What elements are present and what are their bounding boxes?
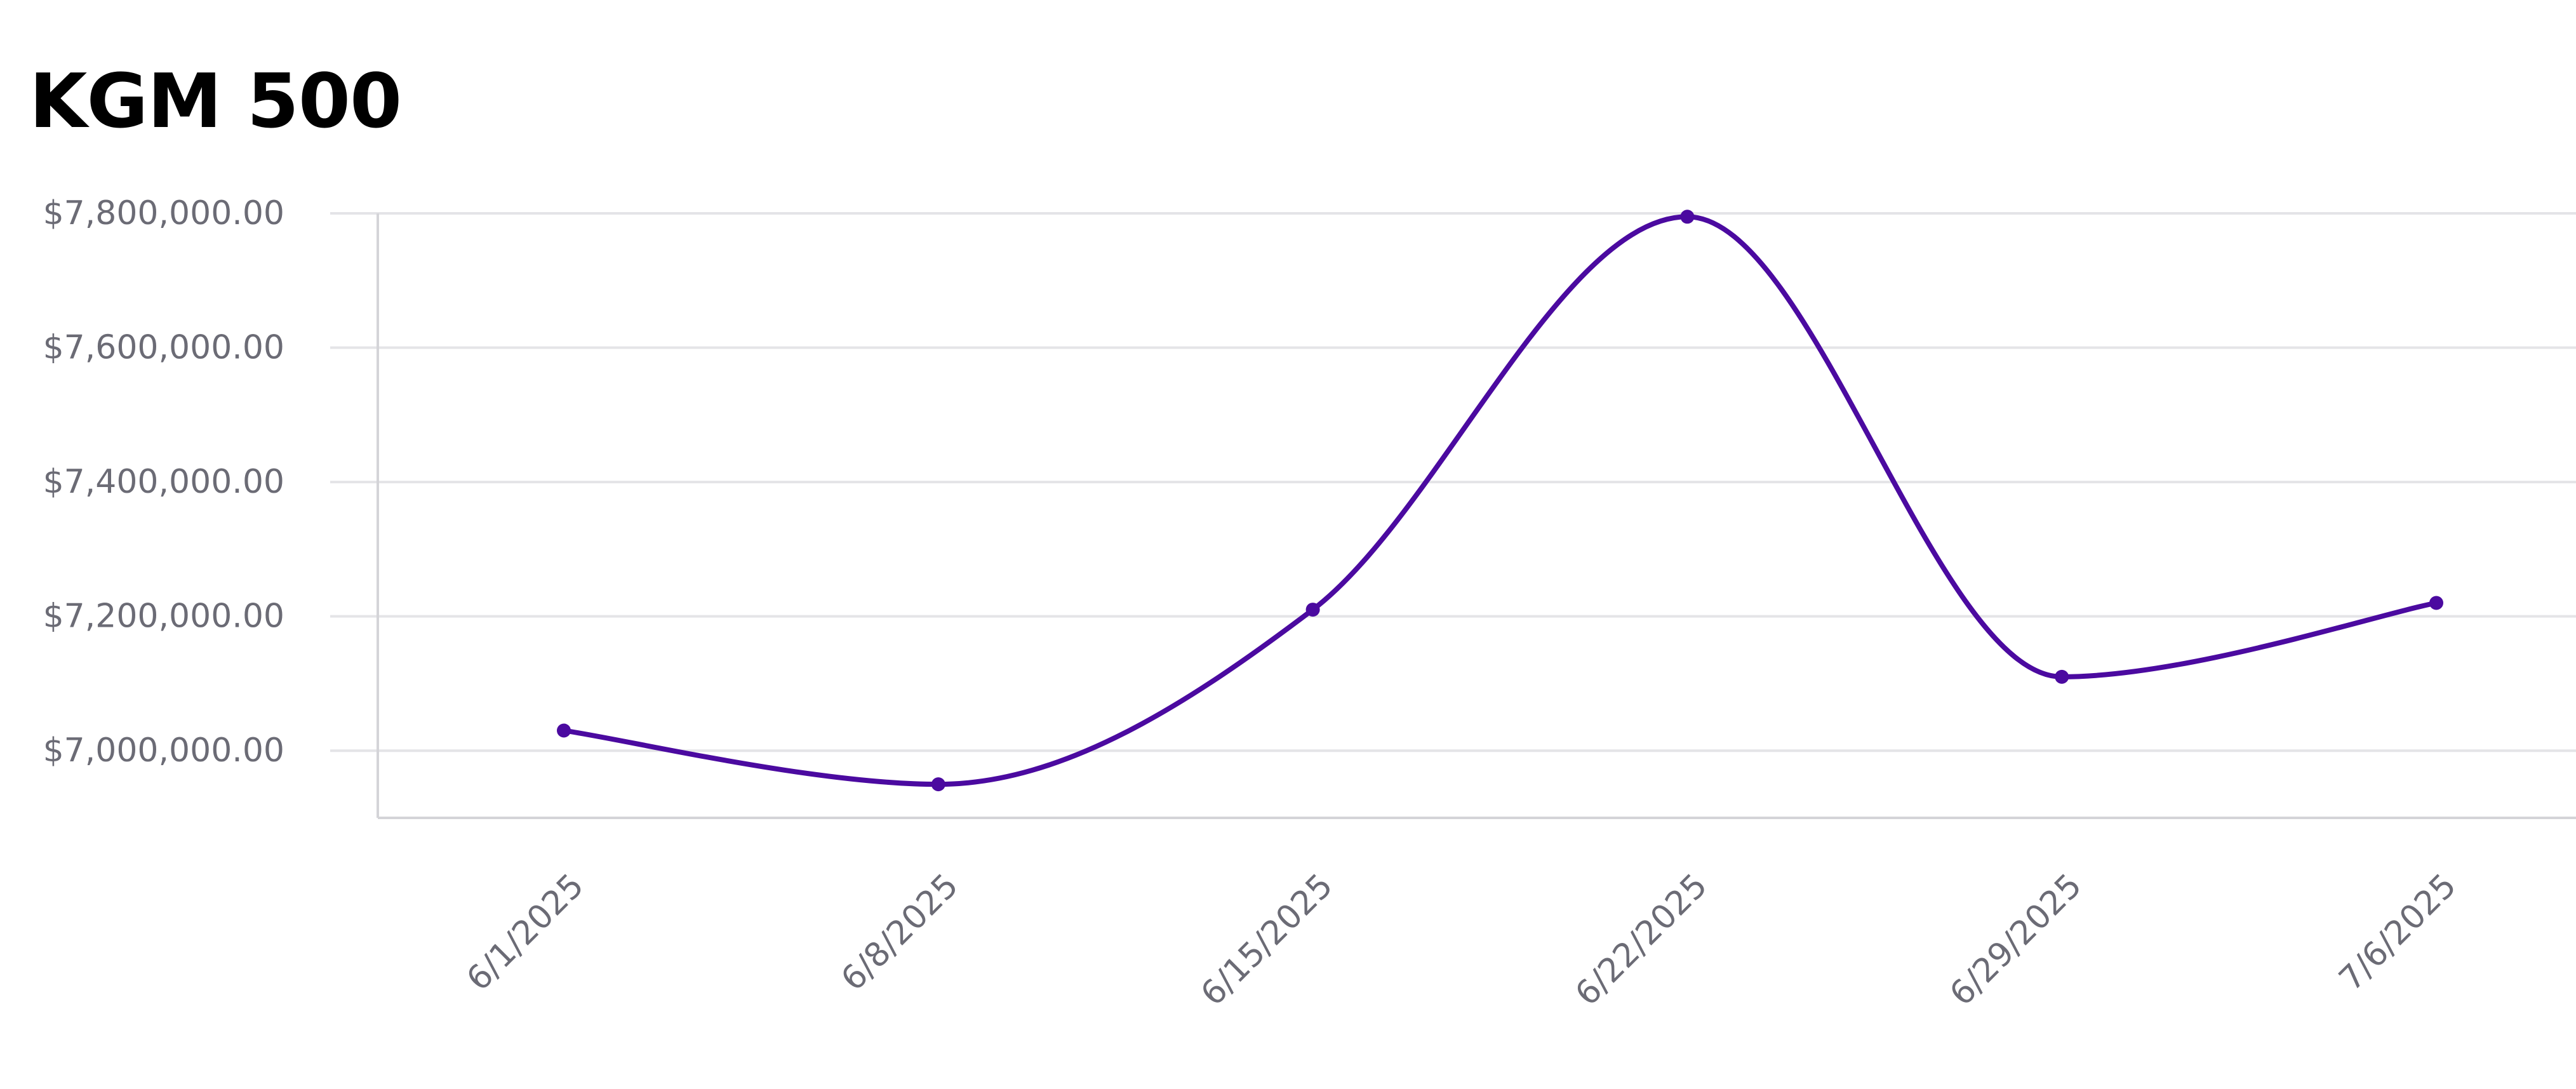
data-point: [557, 723, 571, 738]
series-line: [561, 214, 2439, 787]
y-tick-label: $7,600,000.00: [43, 329, 284, 367]
y-tick-label: $7,200,000.00: [43, 598, 284, 636]
series: [557, 210, 2443, 792]
x-tick-label: 6/15/2025: [1194, 867, 1340, 1013]
data-point: [2429, 596, 2443, 610]
x-tick-label: 6/8/2025: [834, 867, 966, 999]
data-point: [1680, 210, 1695, 224]
data-point: [1305, 603, 1320, 617]
x-tick-label: 6/1/2025: [460, 867, 592, 999]
axes: [377, 213, 2576, 819]
y-tick-label: $7,000,000.00: [43, 732, 284, 770]
x-tick-label: 6/22/2025: [1568, 867, 1715, 1013]
x-tick-label: 6/29/2025: [1942, 867, 2089, 1013]
y-axis-tick-labels: $7,000,000.00 $7,200,000.00 $7,400,000.00 $…: [43, 194, 284, 770]
data-point: [931, 777, 945, 792]
data-point: [2055, 669, 2069, 684]
y-tick-label: $7,400,000.00: [43, 463, 284, 501]
x-axis-tick-labels: 6/1/2025 6/8/2025 6/15/2025 6/22/2025 6/29/2…: [460, 867, 2464, 1013]
x-tick-label: 7/6/2025: [2332, 867, 2464, 999]
y-tick-label: $7,800,000.00: [43, 194, 284, 232]
chart-title: KGM 500: [29, 57, 402, 145]
grid-lines: [330, 212, 2576, 752]
